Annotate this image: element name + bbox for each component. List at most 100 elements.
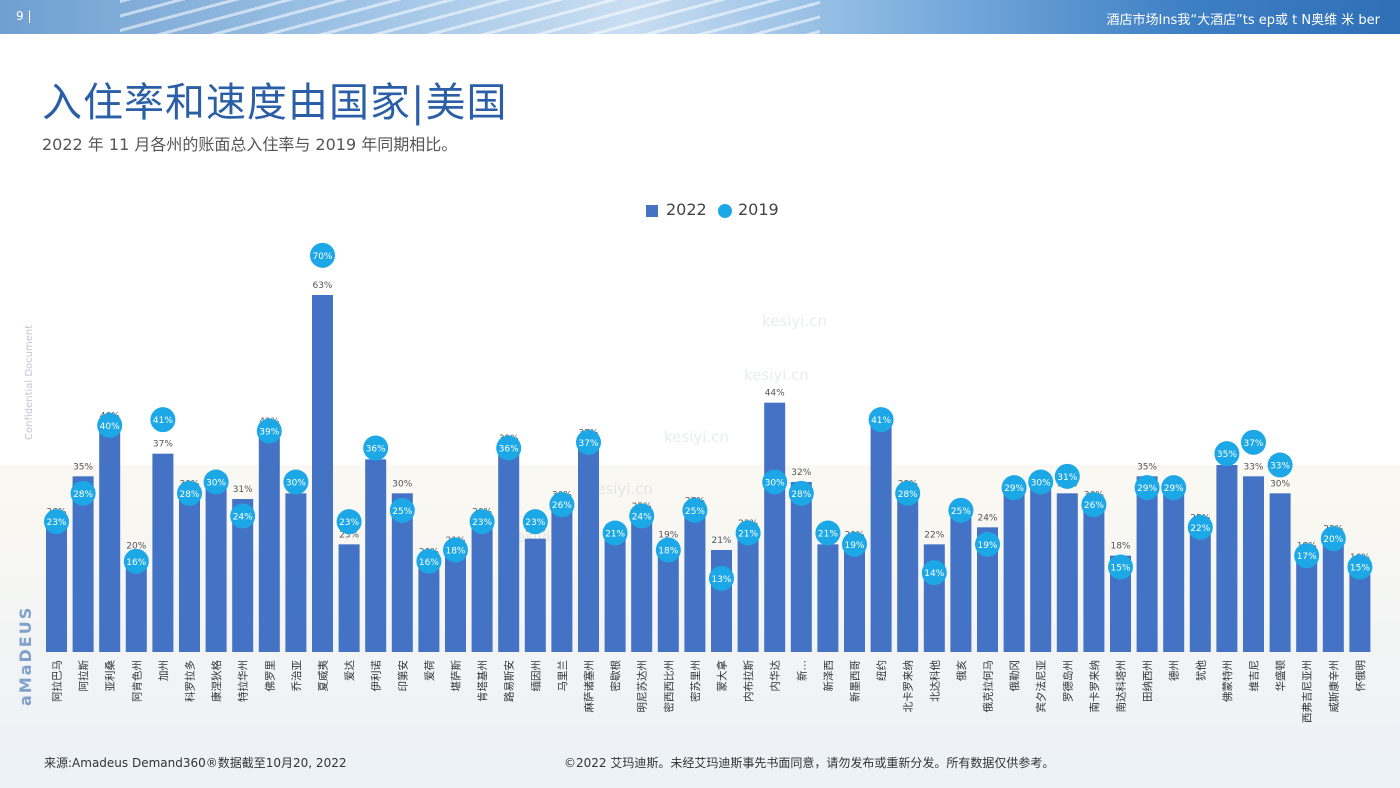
- dot-value-label: 21%: [818, 530, 838, 540]
- dot-2019: [1054, 463, 1080, 489]
- dot-2019: [177, 480, 202, 506]
- bar-value-label: 31%: [233, 485, 253, 495]
- bar-2022: [418, 561, 440, 652]
- dot-value-label: 24%: [233, 513, 253, 523]
- dot-value-label: 70%: [312, 252, 332, 262]
- bar-2022: [471, 521, 493, 652]
- dot-2019: [230, 503, 256, 529]
- category-tick-label: 田纳西州: [1141, 660, 1154, 702]
- dot-2019: [815, 520, 841, 546]
- dot-2019: [496, 435, 522, 461]
- bar-value-label: 30%: [1270, 479, 1290, 489]
- bar-2022: [1322, 538, 1344, 652]
- bar-2022: [1003, 493, 1025, 652]
- bar-value-label: 32%: [791, 468, 811, 478]
- bar-2022: [764, 402, 786, 652]
- dot-2019: [97, 412, 123, 438]
- dot-2019: [895, 480, 921, 506]
- dot-2019: [549, 492, 575, 518]
- bar-value-label: 35%: [73, 462, 93, 472]
- bar-2022: [790, 482, 812, 652]
- bar-value-label: 63%: [312, 281, 332, 291]
- category-tick-label: 科罗拉多: [184, 660, 197, 702]
- bar-2022: [737, 533, 759, 652]
- dot-value-label: 41%: [153, 416, 173, 426]
- bar-2022: [977, 527, 998, 652]
- bar-2022: [1083, 504, 1105, 652]
- dot-value-label: 25%: [951, 507, 971, 517]
- bar-2022: [498, 448, 520, 652]
- dot-2019: [735, 520, 761, 546]
- dot-2019: [1134, 475, 1160, 501]
- bar-2022: [1136, 476, 1158, 652]
- bar-2022: [285, 493, 307, 652]
- watermark: kesiyi.cn: [664, 428, 729, 446]
- dot-value-label: 19%: [977, 541, 997, 551]
- category-tick-label: 加州: [158, 660, 170, 681]
- dot-2019: [203, 469, 229, 495]
- category-tick-label: 内布拉斯: [742, 660, 755, 702]
- bar-value-label: 37%: [153, 440, 173, 450]
- bar-2022: [1030, 487, 1052, 652]
- category-tick-label: 堪萨斯: [450, 660, 463, 692]
- category-tick-label: 乔治亚: [290, 660, 303, 692]
- category-tick-label: 密苏里州: [689, 660, 702, 702]
- category-tick-label: 密西西比州: [662, 660, 675, 713]
- category-tick-label: 怀俄明: [1355, 660, 1367, 692]
- dot-value-label: 20%: [1323, 535, 1343, 545]
- watermark: kesiyi.cn: [588, 480, 653, 498]
- dot-value-label: 31%: [1057, 473, 1077, 483]
- legend-label-2019: 2019: [738, 200, 779, 219]
- bar-2022: [551, 504, 573, 652]
- category-tick-label: 北卡罗来纳: [902, 660, 915, 713]
- dot-value-label: 29%: [1004, 484, 1024, 494]
- bar-value-label: 21%: [711, 536, 731, 546]
- category-tick-label: 内华达: [769, 660, 782, 692]
- dot-value-label: 26%: [552, 501, 572, 511]
- dot-2019: [283, 469, 309, 495]
- dot-value-label: 25%: [392, 507, 412, 517]
- category-tick-label: 新泽西: [822, 660, 835, 692]
- category-tick-label: 新墨西哥: [849, 660, 862, 702]
- dot-2019: [921, 560, 947, 586]
- category-tick-label: 佛蒙特州: [1221, 660, 1234, 702]
- bar-2022: [897, 493, 919, 652]
- category-tick-label: 特拉华州: [237, 660, 250, 702]
- page-subtitle: 2022 年 11 月各州的账面总入住率与 2019 年同期相比。: [42, 135, 458, 154]
- copyright-note: ©2022 艾玛迪斯。未经艾玛迪斯事先书面同意，请勿发布或重新分发。所有数据仅供…: [564, 756, 1055, 770]
- bar-2022: [1243, 476, 1264, 652]
- bar-2022: [1216, 465, 1238, 652]
- bar-2022: [631, 516, 653, 652]
- dot-value-label: 24%: [632, 513, 652, 523]
- bar-2022: [711, 550, 732, 652]
- bar-2022: [365, 459, 387, 652]
- watermark: kesiyi.cn: [762, 312, 827, 330]
- dot-2019: [256, 418, 282, 444]
- dot-2019: [682, 497, 708, 523]
- dot-2019: [1161, 475, 1187, 501]
- category-tick-label: 爱达: [343, 660, 356, 682]
- category-tick-label: 德州: [1168, 660, 1181, 681]
- dot-value-label: 28%: [73, 490, 93, 500]
- bar-2022: [524, 538, 546, 652]
- category-tick-label: 明尼苏达州: [636, 660, 649, 713]
- dot-2019: [469, 509, 495, 535]
- bar-2022: [125, 555, 147, 652]
- bar-2022: [1269, 493, 1291, 652]
- category-tick-label: 肯塔基州: [476, 660, 489, 702]
- dot-2019: [1267, 452, 1293, 478]
- category-tick-label: 亚利桑: [105, 660, 117, 692]
- bar-value-label: 30%: [392, 479, 412, 489]
- dot-value-label: 16%: [126, 558, 146, 568]
- category-tick-label: 威斯康辛州: [1327, 660, 1340, 713]
- category-tick-label: 马里兰: [556, 660, 569, 692]
- dot-2019: [1320, 526, 1346, 552]
- dot-value-label: 28%: [898, 490, 918, 500]
- category-tick-label: 麻萨诸塞州: [583, 660, 596, 713]
- dot-value-label: 37%: [1243, 439, 1263, 449]
- dot-2019: [788, 480, 814, 506]
- category-tick-label: 俄克拉何马: [982, 660, 995, 713]
- dot-2019: [842, 531, 867, 557]
- category-tick-label: 缅因州: [529, 660, 542, 692]
- bar-value-label: 20%: [126, 542, 146, 552]
